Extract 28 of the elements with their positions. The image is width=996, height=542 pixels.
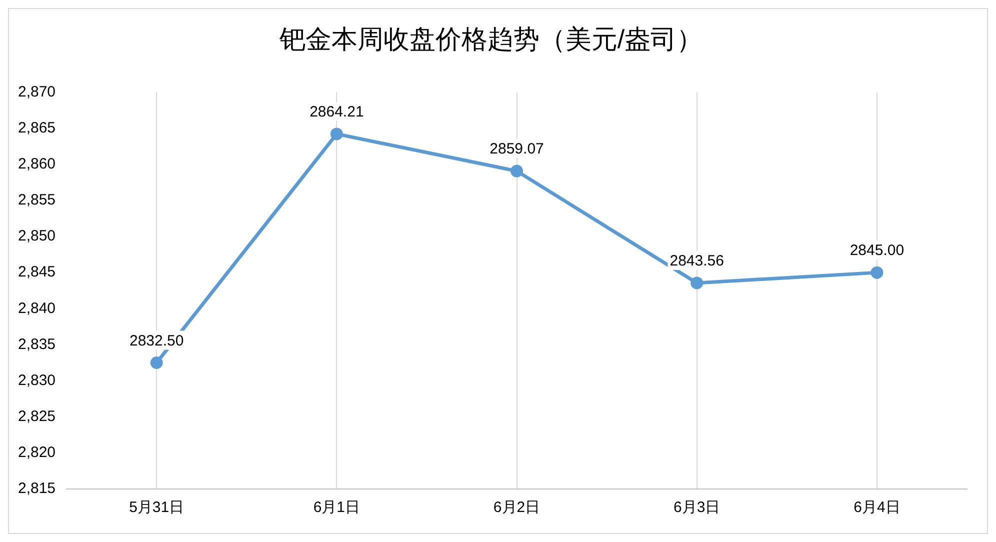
- y-tick-label: 2,860: [18, 155, 56, 172]
- x-tick-label: 5月31日: [129, 499, 184, 516]
- text: 2859.07: [490, 140, 544, 158]
- y-tick-label: 2,870: [18, 83, 56, 100]
- x-tick-label: 6月4日: [854, 499, 900, 516]
- text: 2845.00: [850, 242, 904, 260]
- point: [510, 164, 524, 178]
- chart-title: 钯金本周收盘价格趋势（美元/盎司）: [278, 24, 703, 54]
- text: 2864.21: [310, 104, 364, 121]
- text: 2832.50: [129, 332, 184, 350]
- point: [330, 128, 343, 140]
- x-tick-label: 6月1日: [313, 499, 360, 516]
- point: [150, 356, 163, 369]
- y-tick-label: 2,840: [18, 300, 56, 317]
- x-tick-label: 6月3日: [674, 499, 720, 516]
- y-tick-label: 2,815: [18, 480, 56, 498]
- y-tick-label: 2,865: [18, 119, 56, 136]
- y-tick-label: 2,845: [18, 264, 56, 281]
- x-tick-label: 6月2日: [493, 499, 540, 516]
- point: [690, 276, 704, 290]
- y-tick-label: 2,855: [18, 192, 56, 209]
- y-tick-label: 2,830: [18, 372, 56, 389]
- y-tick-label: 2,835: [18, 336, 56, 353]
- point: [870, 266, 884, 279]
- text: 2843.56: [670, 252, 724, 270]
- y-tick-label: 2,850: [18, 228, 56, 245]
- y-tick-label: 2,825: [18, 408, 56, 425]
- y-tick-label: 2,820: [18, 444, 56, 462]
